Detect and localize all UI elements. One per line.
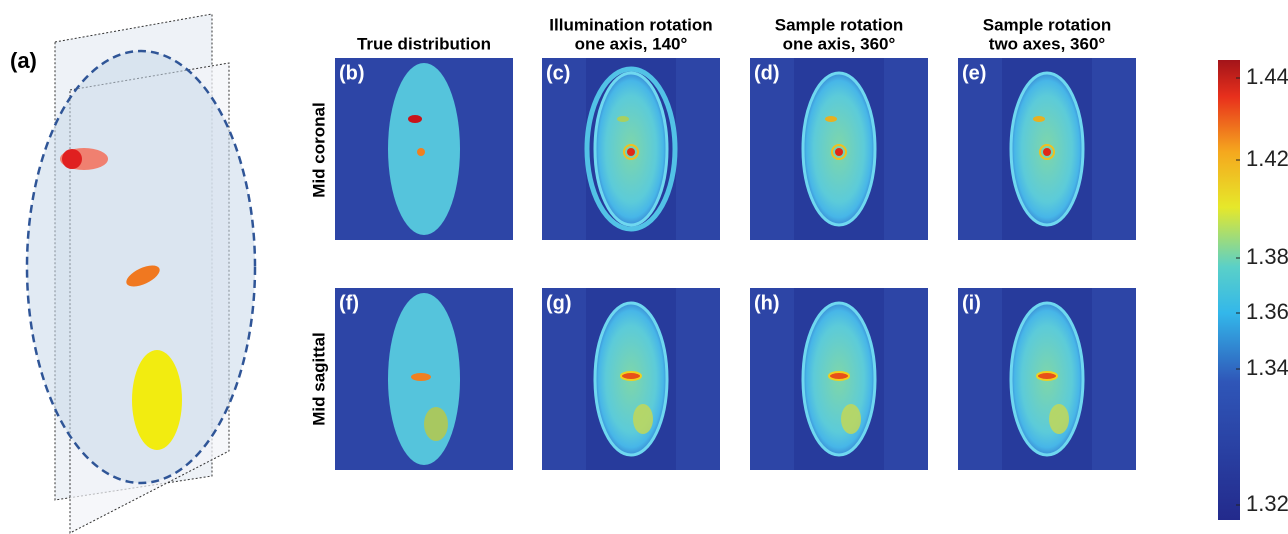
inclusion <box>835 148 843 156</box>
inclusion <box>829 372 849 380</box>
image-panel: (f) <box>335 288 513 470</box>
image-panel: (h) <box>750 288 928 470</box>
inclusion <box>1049 404 1069 434</box>
panel-label: (i) <box>962 292 981 314</box>
colorbar-tick-label: 1.44 <box>1246 64 1288 89</box>
image-panel: (c) <box>542 58 720 240</box>
image-panel: (d) <box>750 58 928 240</box>
inclusion <box>1043 148 1051 156</box>
inclusion <box>408 115 422 123</box>
colorbar-tick-label: 1.32 <box>1246 491 1288 516</box>
inclusion <box>132 350 182 450</box>
inclusion <box>1037 372 1057 380</box>
row-label: Mid coronal <box>309 102 328 197</box>
colorbar-tick-label: 1.36 <box>1246 299 1288 324</box>
panel-label: (b) <box>339 62 365 84</box>
column-title: two axes, 360° <box>989 34 1106 53</box>
colorbar-tick-label: 1.42 <box>1246 146 1288 171</box>
column-title: True distribution <box>357 34 491 53</box>
column-title: Sample rotation <box>775 15 903 34</box>
panel-a: (a) <box>10 14 255 533</box>
body <box>388 63 460 235</box>
image-panel: (b) <box>335 58 513 240</box>
colorbar-tick-label: 1.34 <box>1246 355 1288 380</box>
panel-label: (g) <box>546 292 572 314</box>
image-panel: (i) <box>958 288 1136 470</box>
column-title: one axis, 140° <box>575 34 688 53</box>
panel-label: (f) <box>339 292 359 314</box>
inclusion <box>62 149 82 169</box>
inclusion <box>825 116 837 122</box>
image-panel: (g) <box>542 288 720 470</box>
colorbar <box>1218 60 1240 520</box>
panel-label: (d) <box>754 62 780 84</box>
inclusion <box>417 148 425 156</box>
inclusion <box>633 404 653 434</box>
panel-label: (h) <box>754 292 780 314</box>
panel-label: (e) <box>962 62 986 84</box>
image-panel: (e) <box>958 58 1136 240</box>
panel-label: (a) <box>10 48 37 73</box>
inclusion <box>621 372 641 380</box>
row-label: Mid sagittal <box>309 332 328 426</box>
colorbar-tick-label: 1.38 <box>1246 244 1288 269</box>
inclusion <box>617 116 629 122</box>
figure: (a) Mid coronal Mid sagittal 1.44 1.42 1.3… <box>0 0 1288 534</box>
inclusion <box>424 407 448 441</box>
column-title: one axis, 360° <box>783 34 896 53</box>
column-title: Illumination rotation <box>549 15 712 34</box>
column-title: Sample rotation <box>983 15 1111 34</box>
inclusion <box>841 404 861 434</box>
inclusion <box>411 373 431 381</box>
colorbar-ticks: 1.44 1.42 1.38 1.36 1.34 1.32 <box>1236 64 1288 516</box>
inclusion <box>627 148 635 156</box>
panel-label: (c) <box>546 62 570 84</box>
inclusion <box>1033 116 1045 122</box>
